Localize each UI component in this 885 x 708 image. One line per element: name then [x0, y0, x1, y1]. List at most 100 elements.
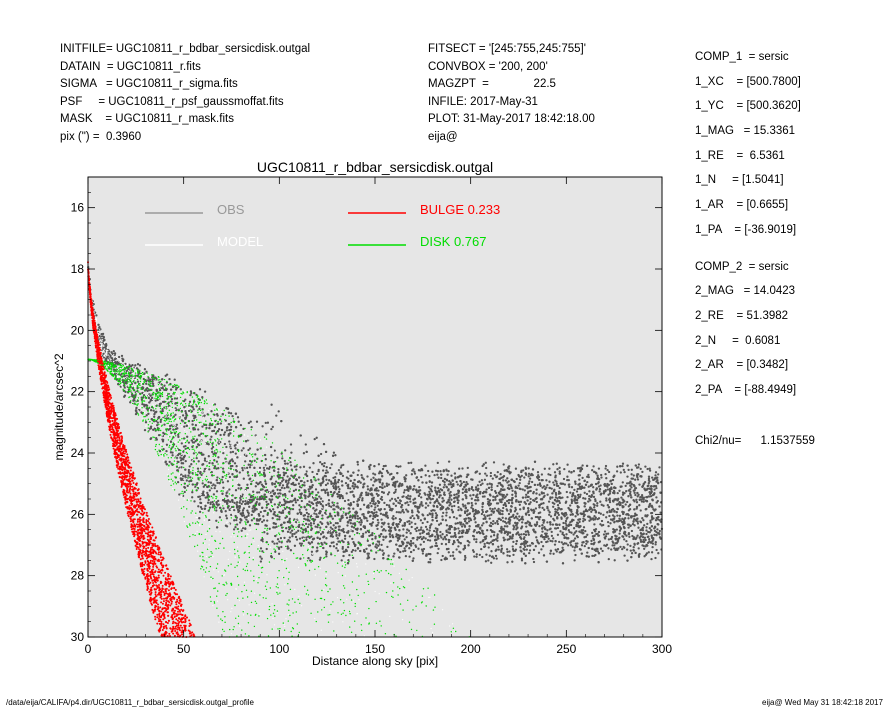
obs-point — [370, 522, 373, 525]
obs-point — [369, 514, 372, 517]
obs-point — [353, 478, 356, 482]
obs-point — [377, 540, 381, 543]
obs-point — [397, 465, 400, 468]
obs-point — [325, 551, 328, 554]
obs-point — [632, 474, 635, 477]
obs-point — [455, 493, 458, 496]
obs-point — [261, 506, 264, 509]
obs-point — [464, 556, 467, 559]
obs-point — [539, 535, 543, 538]
obs-point — [298, 508, 301, 511]
obs-point — [576, 467, 580, 470]
obs-point — [612, 489, 616, 493]
obs-point — [532, 492, 535, 495]
obs-point — [405, 535, 408, 539]
obs-point — [621, 481, 624, 484]
obs-point — [466, 539, 469, 543]
obs-point — [609, 522, 612, 525]
obs-point — [445, 469, 448, 472]
obs-point — [277, 471, 280, 474]
obs-point — [229, 451, 232, 454]
obs-point — [489, 535, 493, 538]
obs-point — [563, 515, 566, 518]
obs-point — [548, 480, 551, 483]
obs-point — [254, 472, 257, 476]
obs-point — [303, 517, 306, 520]
obs-point — [315, 436, 318, 439]
obs-point — [197, 460, 200, 463]
obs-point — [651, 498, 654, 501]
obs-point — [470, 497, 473, 500]
obs-point — [479, 541, 482, 544]
obs-point — [240, 519, 243, 522]
obs-point — [403, 538, 406, 541]
obs-point — [542, 495, 545, 499]
obs-point — [644, 508, 647, 511]
obs-point — [236, 505, 239, 508]
obs-point — [407, 503, 410, 507]
obs-point — [527, 467, 530, 470]
obs-point — [203, 390, 207, 393]
obs-point — [524, 542, 528, 545]
obs-point — [296, 498, 299, 502]
obs-point — [501, 516, 504, 519]
obs-point — [448, 479, 451, 483]
obs-point — [233, 508, 236, 512]
obs-point — [524, 467, 528, 471]
obs-point — [191, 406, 194, 409]
obs-point — [659, 511, 662, 514]
obs-point — [411, 488, 415, 491]
obs-point — [207, 455, 210, 458]
obs-point — [207, 443, 210, 446]
obs-point — [642, 519, 645, 522]
obs-point — [401, 509, 404, 513]
obs-point — [458, 529, 461, 533]
obs-point — [481, 510, 485, 514]
obs-point — [556, 533, 560, 536]
obs-point — [508, 554, 511, 558]
obs-point — [648, 527, 651, 530]
obs-point — [222, 433, 226, 436]
obs-point — [131, 394, 134, 397]
obs-point — [511, 560, 514, 563]
obs-point — [658, 505, 661, 508]
obs-point — [592, 465, 595, 468]
obs-point — [239, 423, 243, 427]
obs-point — [578, 487, 581, 490]
obs-point — [282, 471, 285, 474]
obs-point — [491, 477, 494, 480]
obs-point — [294, 488, 298, 491]
obs-point — [401, 524, 404, 527]
obs-point — [380, 472, 383, 475]
obs-point — [380, 518, 383, 521]
obs-point — [420, 496, 423, 499]
obs-point — [377, 521, 380, 524]
obs-point — [406, 528, 409, 531]
obs-point — [421, 504, 424, 507]
header-line: FITSECT = '[245:755,245:755]' — [428, 43, 586, 55]
obs-point — [407, 489, 410, 493]
obs-point — [632, 549, 635, 552]
obs-point — [430, 481, 434, 484]
obs-point — [248, 505, 251, 508]
obs-point — [218, 418, 222, 421]
obs-point — [320, 489, 323, 492]
obs-point — [180, 419, 184, 422]
obs-point — [645, 532, 648, 536]
obs-point — [430, 545, 434, 548]
obs-point — [496, 533, 499, 536]
obs-point — [509, 485, 513, 488]
obs-point — [529, 489, 532, 493]
obs-point — [435, 519, 439, 523]
obs-point — [530, 542, 534, 545]
obs-point — [463, 558, 467, 561]
obs-point — [554, 523, 558, 526]
obs-point — [457, 508, 460, 512]
obs-point — [192, 452, 196, 455]
obs-point — [566, 478, 569, 482]
obs-point — [578, 478, 581, 481]
obs-point — [504, 504, 508, 508]
obs-point — [362, 513, 365, 516]
obs-point — [278, 511, 281, 514]
obs-point — [313, 512, 316, 515]
